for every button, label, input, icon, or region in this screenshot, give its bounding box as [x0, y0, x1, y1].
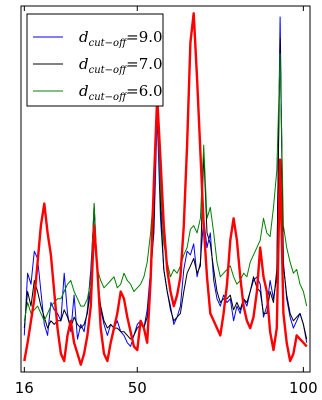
legend-label-1: dcut−off=7.0 — [79, 55, 163, 76]
series-layer — [23, 12, 308, 366]
x-tick-label-100: 100 — [289, 379, 318, 397]
x-tick-label-16: 16 — [15, 379, 34, 397]
legend-label-0: dcut−off=9.0 — [79, 28, 163, 49]
x-axis-ticks: 16 50 100 — [15, 6, 318, 397]
series-line-3 — [23, 12, 308, 366]
x-tick-label-50: 50 — [128, 379, 147, 397]
legend: dcut−off=9.0 dcut−off=7.0 dcut−off=6.0 — [26, 13, 164, 107]
legend-label-2: dcut−off=6.0 — [79, 82, 163, 103]
